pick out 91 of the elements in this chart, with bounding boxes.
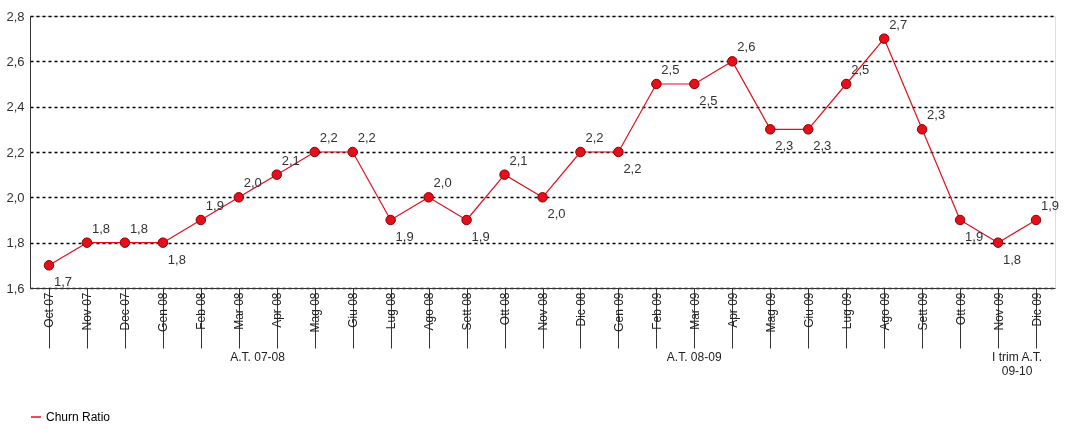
point bbox=[119, 237, 131, 248]
data-label: 1,9 bbox=[205, 198, 224, 213]
x-tick-label: Mar 09 bbox=[687, 292, 702, 330]
point bbox=[575, 146, 586, 158]
x-tick-label: Ago 09 bbox=[877, 292, 892, 331]
data-label: 2,2 bbox=[357, 130, 376, 145]
x-tick-label: Nov 07 bbox=[80, 292, 95, 331]
y-tick-label: 2,2 bbox=[6, 144, 25, 160]
data-label: 2,0 bbox=[547, 206, 566, 222]
data-label: 1,9 bbox=[965, 229, 984, 244]
y-tick-label: 2,0 bbox=[6, 189, 25, 205]
point bbox=[347, 146, 358, 158]
data-label: 2,0 bbox=[433, 175, 452, 191]
point bbox=[916, 124, 928, 135]
x-tick-label: Giu 08 bbox=[346, 292, 361, 328]
y-tick-label: 1,6 bbox=[6, 280, 25, 296]
point bbox=[992, 237, 1004, 248]
x-tick-label: Mar 08 bbox=[232, 292, 247, 330]
point bbox=[423, 192, 434, 203]
data-label: 1,9 bbox=[395, 229, 414, 244]
data-label: 2,2 bbox=[623, 161, 642, 176]
point bbox=[233, 192, 245, 203]
x-tick-label: Feb 08 bbox=[194, 292, 209, 330]
data-label: 1,9 bbox=[471, 229, 490, 244]
point bbox=[651, 78, 662, 90]
x-tick-label: Apr 08 bbox=[270, 292, 285, 328]
x-tick-label: Nov 09 bbox=[991, 292, 1006, 331]
x-tick-label: Dic 09 bbox=[1029, 292, 1044, 327]
text: I trim A.T. 09-10 bbox=[992, 350, 1043, 378]
data-label: 2,1 bbox=[509, 152, 528, 168]
data-label: 2,5 bbox=[661, 62, 680, 77]
data-label: 2,3 bbox=[813, 138, 832, 154]
x-tick-label: Sett 08 bbox=[460, 292, 475, 331]
x-tick-label: Mag 09 bbox=[763, 292, 778, 333]
point bbox=[1030, 214, 1042, 226]
data-label: 2,2 bbox=[319, 130, 338, 145]
x-tick-label: Mag 08 bbox=[308, 292, 323, 333]
text: A.T. 08-09 bbox=[666, 350, 722, 364]
y-tick-label: 2,4 bbox=[6, 99, 25, 115]
data-label: 2,3 bbox=[927, 107, 946, 123]
x-tick-label: Ago 08 bbox=[422, 292, 437, 331]
point bbox=[878, 33, 890, 44]
x-tick-label: Oct 07 bbox=[42, 292, 57, 328]
x-tick-label: Dic 08 bbox=[573, 292, 588, 327]
point bbox=[954, 214, 966, 226]
x-tick-label: Gen 08 bbox=[156, 292, 171, 332]
x-tick-label: Gen 09 bbox=[611, 292, 626, 332]
point bbox=[803, 124, 814, 135]
data-label: 2,6 bbox=[737, 39, 756, 55]
data-label: 2,1 bbox=[281, 152, 300, 168]
point bbox=[309, 146, 320, 158]
data-label: 1,9 bbox=[1040, 198, 1060, 213]
y-tick-label: 2,8 bbox=[6, 8, 25, 24]
data-label: 1,8 bbox=[167, 251, 186, 267]
x-tick-label: Ott 08 bbox=[498, 292, 513, 326]
point bbox=[81, 237, 93, 248]
point bbox=[461, 214, 472, 226]
data-label: 1,8 bbox=[1003, 251, 1022, 267]
text: A.T. 07-08 bbox=[230, 350, 286, 364]
point bbox=[195, 214, 207, 226]
point bbox=[271, 169, 282, 180]
point bbox=[499, 169, 510, 180]
data-label: 2,0 bbox=[243, 175, 262, 191]
y-tick-label: 1,8 bbox=[6, 235, 25, 251]
x-tick-label: Feb 09 bbox=[649, 292, 664, 330]
x-tick-label: Lug 08 bbox=[384, 292, 399, 330]
legend-label: Churn Ratio bbox=[46, 410, 111, 424]
data-label: 1,8 bbox=[91, 220, 110, 236]
point bbox=[727, 56, 738, 67]
data-label: 1,7 bbox=[53, 274, 73, 290]
point bbox=[765, 124, 776, 135]
y-tick-label: 2,6 bbox=[6, 53, 25, 69]
point bbox=[537, 192, 548, 203]
point bbox=[157, 237, 169, 248]
data-label: 2,5 bbox=[699, 93, 718, 108]
x-tick-label: Lug 09 bbox=[839, 292, 854, 330]
x-tick-label: Nov 08 bbox=[536, 292, 550, 331]
point bbox=[613, 146, 624, 158]
x-tick-label: Apr 09 bbox=[725, 292, 740, 328]
x-tick-label: Sett 09 bbox=[915, 292, 930, 331]
data-label: 2,3 bbox=[775, 138, 794, 154]
x-tick-label: Ott 09 bbox=[953, 292, 968, 326]
point bbox=[840, 78, 852, 90]
point bbox=[385, 214, 396, 226]
x-tick-label: Dec 07 bbox=[118, 292, 133, 331]
data-label: 2,7 bbox=[889, 16, 908, 32]
data-label: 2,2 bbox=[585, 130, 604, 145]
data-label: 1,8 bbox=[129, 220, 148, 236]
x-tick-label: Giu 09 bbox=[801, 292, 816, 328]
point bbox=[689, 78, 700, 90]
point bbox=[43, 260, 55, 271]
